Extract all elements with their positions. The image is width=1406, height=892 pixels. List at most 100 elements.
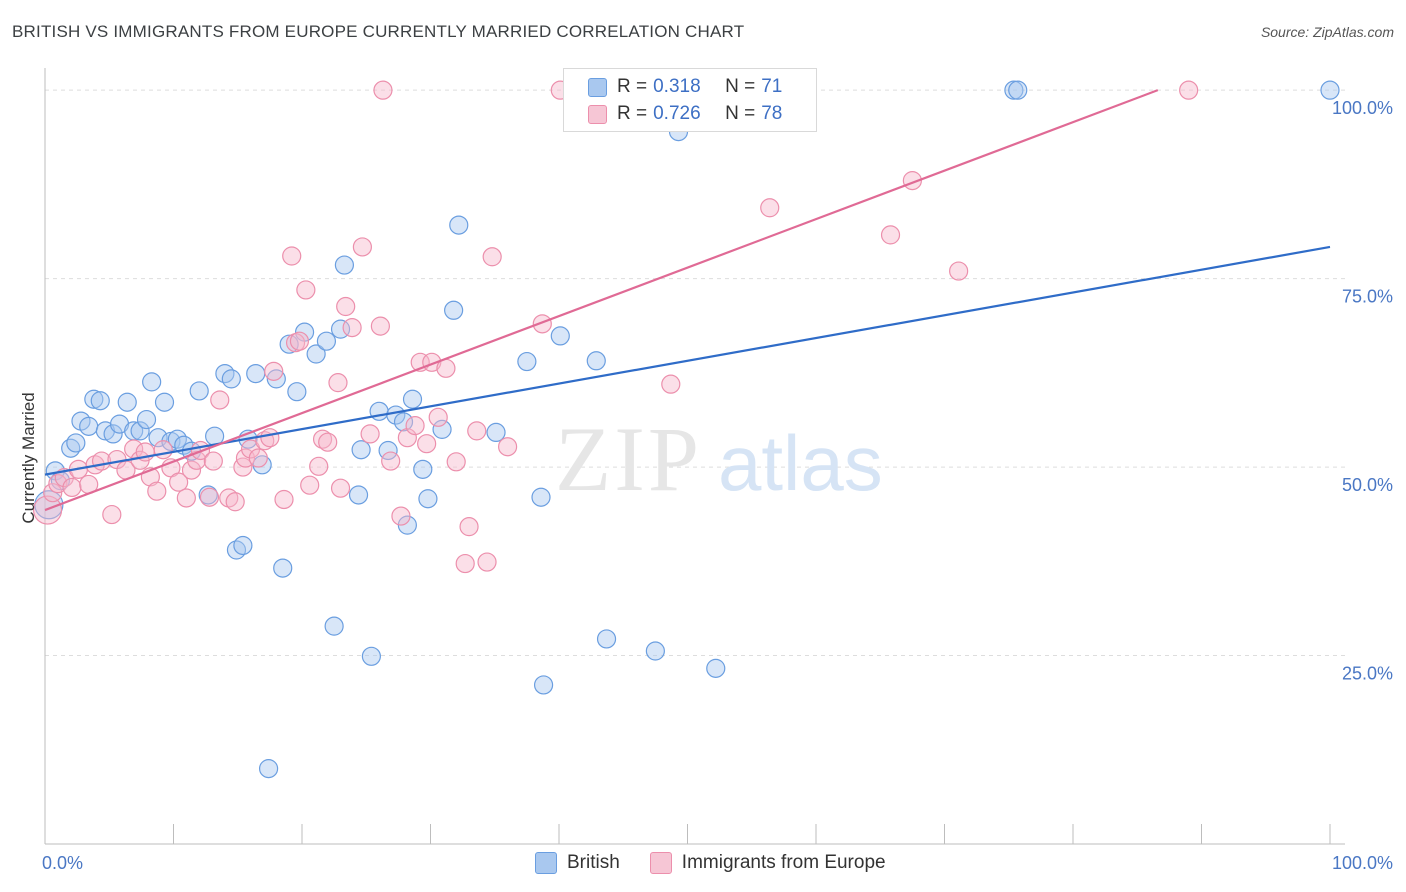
british-point-6 [79, 416, 99, 436]
british-point-10 [103, 424, 123, 444]
europe-points [32, 80, 1199, 574]
europe-point-76 [949, 261, 969, 281]
british-point-57 [449, 215, 469, 235]
europe-point-22 [187, 450, 207, 470]
europe-point-17 [153, 440, 173, 460]
legend-item-europe[interactable]: Immigrants from Europe [649, 852, 886, 874]
source-label: Source: ZipAtlas.com [1260, 24, 1394, 40]
british-point-23 [189, 381, 209, 401]
europe-point-28 [225, 492, 245, 512]
europe-r-value: 0.726 [653, 103, 701, 124]
europe-point-20 [176, 488, 196, 508]
axis-labels: 25.0% 50.0% 75.0% 100.0% 0.0% 100.0% Currently… [19, 98, 1393, 873]
europe-point-37 [282, 246, 302, 266]
british-point-7 [84, 389, 104, 409]
british-point-27 [221, 369, 241, 389]
british-trend-line [44, 245, 1331, 476]
europe-point-34 [260, 428, 280, 448]
british-point-64 [596, 629, 617, 649]
europe-point-43 [312, 429, 333, 449]
british-legend-label: British [567, 852, 620, 873]
british-point-18 [154, 392, 175, 412]
legend-row-europe: R = 0.726 N = 78 [588, 102, 782, 126]
europe-point-1 [43, 483, 63, 503]
legend-row-british: R = 0.318 N = 71 [588, 75, 782, 99]
x-tick-label-1: 100.0% [1332, 853, 1393, 873]
europe-point-52 [373, 80, 393, 100]
british-point-55 [432, 419, 452, 439]
british-point-62 [550, 326, 570, 346]
europe-point-56 [405, 416, 425, 436]
europe-point-74 [880, 225, 901, 245]
europe-point-58 [417, 434, 437, 454]
europe-point-55 [397, 428, 417, 448]
chart-title: BRITISH VS IMMIGRANTS FROM EUROPE CURREN… [12, 22, 745, 41]
europe-point-50 [360, 424, 380, 444]
british-point-14 [130, 421, 150, 441]
europe-point-65 [467, 421, 487, 441]
europe-point-45 [328, 373, 348, 393]
british-point-16 [142, 372, 162, 392]
british-swatch [588, 77, 607, 97]
europe-n-value: 78 [761, 103, 783, 124]
british-point-61 [533, 675, 554, 695]
europe-point-46 [330, 478, 351, 498]
europe-r-label: R = [617, 103, 648, 124]
europe-point-42 [309, 456, 329, 476]
british-point-43 [334, 255, 355, 275]
british-point-40 [316, 331, 337, 351]
british-point-58 [486, 422, 506, 442]
british-point-8 [90, 391, 110, 411]
british-n-value: 71 [761, 76, 783, 97]
british-point-70 [1320, 80, 1340, 100]
british-point-34 [266, 369, 286, 389]
europe-point-51 [370, 316, 390, 336]
europe-n-label: N = [725, 103, 756, 124]
british-point-54 [418, 489, 438, 509]
europe-point-62 [446, 452, 466, 472]
europe-point-49 [352, 237, 372, 257]
series-legend: British Immigrants from Europe [535, 852, 916, 874]
british-r-label: R = [617, 76, 648, 97]
british-point-41 [324, 616, 344, 636]
y-tick-label-3: 100.0% [1332, 98, 1393, 118]
british-point-31 [246, 364, 266, 384]
british-point-45 [351, 440, 371, 460]
british-point-59 [517, 351, 537, 372]
british-point-56 [444, 300, 464, 320]
europe-point-36 [274, 489, 294, 510]
british-point-12 [117, 392, 137, 412]
europe-point-66 [477, 552, 497, 572]
british-point-52 [402, 389, 423, 409]
y-tick-label-0: 25.0% [1342, 664, 1393, 684]
british-point-46 [361, 646, 381, 666]
europe-point-39 [289, 331, 310, 351]
europe-point-63 [455, 553, 475, 574]
europe-point-35 [264, 361, 284, 381]
british-point-60 [531, 487, 551, 507]
europe-point-73 [760, 198, 780, 218]
british-point-35 [273, 558, 293, 578]
europe-point-64 [459, 517, 479, 537]
legend-item-british[interactable]: British [535, 852, 620, 874]
axes [44, 68, 1345, 845]
europe-point-41 [300, 475, 320, 495]
x-tick-label-0: 0.0% [42, 853, 83, 873]
europe-point-47 [336, 296, 356, 317]
watermark-atlas: atlas [718, 419, 883, 507]
europe-point-19 [169, 472, 189, 492]
europe-point-72 [661, 374, 681, 394]
y-axis-label: Currently Married [19, 392, 38, 523]
british-point-63 [586, 351, 606, 371]
british-point-50 [393, 412, 414, 432]
europe-point-67 [482, 247, 502, 267]
europe-point-48 [342, 318, 362, 338]
british-points [34, 80, 1340, 779]
europe-legend-label: Immigrants from Europe [681, 852, 886, 873]
europe-point-4 [62, 477, 82, 498]
british-point-65 [645, 641, 665, 661]
british-legend-swatch [535, 852, 557, 874]
europe-point-53 [381, 451, 401, 471]
europe-legend-swatch [649, 852, 672, 874]
europe-point-25 [203, 451, 223, 471]
